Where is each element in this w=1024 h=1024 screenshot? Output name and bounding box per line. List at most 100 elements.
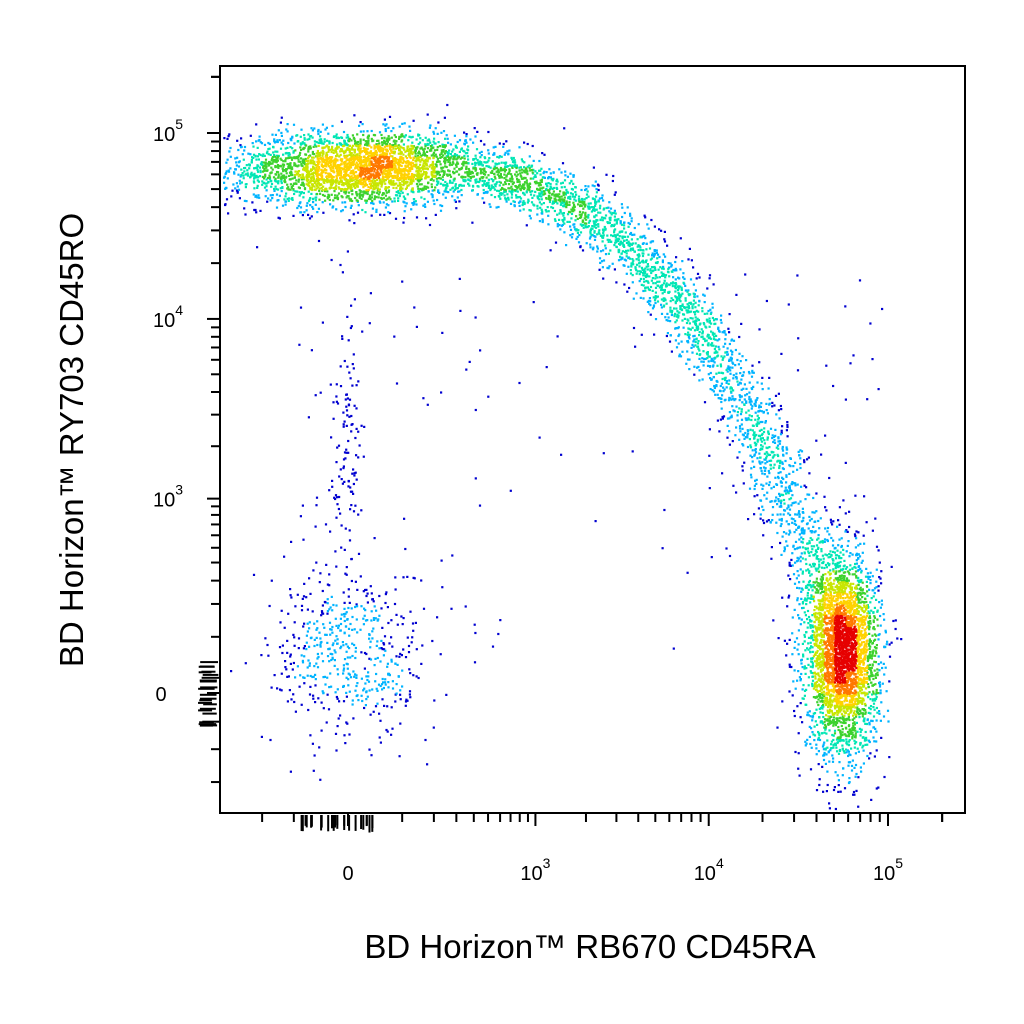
event-point	[225, 198, 229, 201]
event-point	[624, 259, 628, 262]
event-point	[639, 246, 642, 249]
event-point	[529, 209, 532, 212]
event-point	[692, 340, 695, 343]
event-point	[499, 169, 502, 172]
event-point	[461, 176, 464, 179]
event-point	[504, 151, 507, 154]
event-point	[802, 519, 805, 522]
event-point	[807, 456, 810, 459]
event-point	[563, 205, 566, 208]
event-point	[675, 299, 679, 302]
event-point	[334, 617, 337, 620]
event-point	[868, 706, 871, 709]
event-point	[761, 461, 764, 464]
event-point	[725, 547, 728, 550]
event-point	[448, 149, 451, 152]
event-point	[805, 742, 808, 745]
event-point	[872, 698, 875, 701]
event-point	[393, 139, 396, 142]
event-point	[319, 391, 322, 394]
event-point	[780, 493, 783, 496]
event-point	[691, 351, 694, 354]
event-point	[706, 320, 709, 323]
event-point	[390, 130, 393, 133]
event-point	[335, 383, 338, 386]
event-point	[806, 458, 809, 461]
event-point	[608, 210, 611, 213]
event-point	[432, 130, 435, 133]
event-point	[841, 747, 844, 750]
event-point	[798, 525, 801, 528]
event-point	[694, 306, 697, 309]
event-point	[323, 675, 326, 678]
event-point	[602, 230, 605, 233]
event-point	[289, 188, 292, 191]
event-point	[352, 137, 356, 140]
event-point	[402, 221, 405, 224]
event-point	[333, 664, 336, 667]
event-point	[311, 675, 314, 679]
event-point	[225, 170, 228, 173]
event-point	[862, 749, 865, 752]
event-point	[471, 170, 474, 173]
event-point	[673, 307, 676, 310]
event-point	[237, 161, 240, 164]
event-point	[700, 328, 703, 331]
event-point	[715, 385, 718, 388]
event-point	[536, 195, 539, 198]
event-point	[641, 242, 644, 245]
event-point	[759, 462, 762, 465]
event-point	[283, 179, 286, 182]
event-point	[861, 551, 864, 554]
event-point	[727, 366, 730, 369]
event-point	[857, 544, 860, 547]
event-point	[237, 173, 240, 176]
event-point	[805, 631, 808, 634]
event-point	[742, 374, 745, 377]
event-point	[380, 607, 383, 610]
event-point	[538, 189, 541, 192]
event-point	[807, 550, 810, 553]
event-point	[648, 275, 651, 278]
event-point	[808, 725, 811, 728]
event-point	[316, 627, 319, 630]
event-point	[242, 174, 245, 177]
event-point	[853, 735, 856, 738]
event-point	[264, 637, 267, 640]
event-point	[829, 555, 832, 559]
event-point	[468, 171, 471, 174]
event-point	[869, 730, 872, 733]
event-point	[828, 476, 831, 480]
event-point	[665, 319, 668, 322]
event-point	[395, 613, 398, 616]
event-point	[356, 682, 359, 685]
event-point	[749, 446, 753, 449]
event-point	[706, 312, 709, 315]
event-point	[361, 208, 364, 212]
event-point	[576, 235, 579, 238]
event-point	[307, 416, 310, 419]
event-point	[824, 527, 827, 530]
event-point	[595, 219, 598, 222]
event-point	[804, 649, 807, 652]
event-point	[750, 467, 753, 470]
event-point	[822, 715, 825, 719]
event-point	[528, 189, 531, 192]
event-point	[730, 339, 733, 342]
event-point	[852, 790, 856, 794]
event-point	[622, 235, 625, 238]
event-point	[640, 333, 643, 336]
event-point	[227, 135, 230, 138]
event-point	[385, 203, 388, 206]
event-point	[663, 304, 666, 307]
event-point	[706, 335, 709, 338]
event-point	[748, 401, 751, 404]
event-point	[520, 175, 523, 178]
event-point	[517, 201, 521, 204]
event-point	[802, 684, 805, 687]
event-point	[803, 667, 806, 670]
event-point	[719, 365, 723, 368]
event-point	[502, 168, 505, 171]
event-point	[552, 190, 555, 193]
event-point	[722, 330, 725, 333]
